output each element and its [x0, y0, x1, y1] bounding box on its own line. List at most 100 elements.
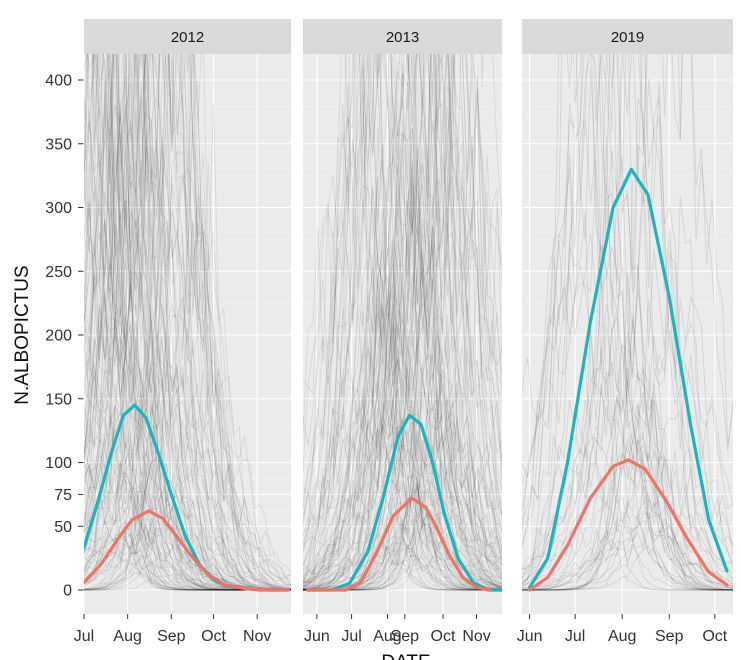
- x-tick-label: Oct: [702, 628, 727, 645]
- trajectory-line: [522, 54, 733, 591]
- trajectory-line: [303, 54, 502, 591]
- salmon-curve: [528, 458, 729, 592]
- x-tick-label: Jun: [517, 628, 543, 645]
- trajectory-line: [522, 449, 733, 591]
- trajectory-line: [84, 151, 291, 577]
- trajectory-line: [522, 409, 733, 591]
- trajectory-line: [84, 493, 291, 589]
- x-tick-label: Oct: [201, 628, 226, 645]
- trajectory-line: [84, 54, 291, 586]
- trajectory-line: [522, 191, 733, 585]
- panel-strip-label: 2012: [171, 29, 204, 46]
- trajectory-line: [84, 54, 291, 591]
- trajectory-line: [84, 302, 291, 591]
- trajectory-line: [522, 298, 733, 591]
- trajectory-line: [522, 457, 733, 591]
- trajectory-line: [303, 72, 502, 585]
- trajectory-line: [303, 54, 502, 587]
- trajectory-line: [303, 181, 502, 591]
- panel-background: [303, 54, 502, 614]
- x-tick-label: Oct: [431, 628, 456, 645]
- trajectory-line: [303, 54, 502, 591]
- trajectory-line: [522, 81, 733, 590]
- trajectory-line: [303, 544, 502, 591]
- y-tick-label: 150: [45, 391, 72, 408]
- trajectory-line: [303, 399, 502, 591]
- trajectory-line: [303, 146, 502, 590]
- panel-background: [84, 54, 291, 614]
- teal-curve: [306, 413, 502, 592]
- trajectory-line: [522, 519, 733, 591]
- y-tick-label: 400: [45, 73, 72, 90]
- trajectory-line: [303, 185, 502, 591]
- teal-curve: [528, 167, 729, 590]
- trajectory-line: [84, 420, 291, 581]
- trajectory-line: [84, 54, 291, 577]
- trajectory-line: [84, 470, 291, 590]
- trajectory-line: [84, 103, 291, 591]
- trajectory-line: [303, 54, 502, 587]
- x-tick-label: Nov: [462, 628, 490, 645]
- y-tick-label: 100: [45, 455, 72, 472]
- trajectory-line: [303, 408, 502, 587]
- trajectory-line: [303, 176, 502, 591]
- trajectory-line: [303, 507, 502, 591]
- trajectory-line: [522, 55, 733, 589]
- trajectory-line: [303, 429, 502, 591]
- x-tick-label: Jul: [565, 628, 585, 645]
- trajectory-line: [84, 54, 291, 589]
- trajectory-line: [84, 110, 291, 589]
- trajectory-line: [84, 54, 291, 590]
- trajectory-line: [84, 331, 291, 590]
- trajectory-line: [303, 106, 502, 591]
- trajectory-line: [84, 54, 291, 591]
- trajectory-line: [303, 54, 502, 591]
- trajectory-line: [522, 96, 733, 591]
- trajectory-line: [522, 303, 733, 580]
- trajectory-line: [84, 272, 291, 590]
- trajectory-line: [303, 541, 502, 591]
- trajectory-line: [303, 54, 502, 585]
- trajectory-line: [303, 341, 502, 582]
- salmon-curve: [306, 496, 492, 592]
- trajectory-line: [303, 246, 502, 567]
- trajectory-line: [522, 438, 733, 590]
- panel-background: [522, 54, 733, 614]
- trajectory-line: [303, 54, 502, 582]
- trajectory-line: [303, 387, 502, 589]
- trajectory-line: [303, 367, 502, 578]
- y-tick-label: 200: [45, 328, 72, 345]
- trajectory-line: [84, 275, 291, 590]
- trajectory-line: [522, 54, 733, 591]
- trajectory-line: [303, 485, 502, 589]
- trajectory-line: [522, 512, 733, 589]
- trajectory-line: [84, 97, 291, 590]
- trajectory-line: [303, 215, 502, 591]
- trajectory-line: [84, 402, 291, 591]
- trajectory-line: [84, 54, 291, 591]
- trajectory-line: [303, 353, 502, 590]
- panel-strip-label: 2013: [386, 29, 419, 46]
- trajectory-line: [522, 54, 733, 591]
- trajectory-line: [84, 419, 291, 579]
- trajectory-line: [84, 54, 291, 591]
- trajectory-line: [303, 54, 502, 590]
- trajectory-line: [303, 541, 502, 591]
- trajectory-line: [303, 92, 502, 591]
- trajectory-line: [84, 54, 291, 591]
- trajectory-line: [303, 54, 502, 570]
- trajectory-line: [303, 161, 502, 590]
- trajectory-line: [303, 54, 502, 591]
- trajectory-line: [303, 307, 502, 588]
- x-tick-label: Jun: [304, 628, 330, 645]
- trajectory-line: [303, 54, 502, 577]
- trajectory-line: [84, 298, 291, 589]
- trajectory-line: [303, 117, 502, 589]
- trajectory-line: [522, 54, 733, 591]
- trajectory-line: [84, 54, 291, 590]
- panel-2019: 2019 Jun Jul Aug Sep Oct: [517, 19, 733, 645]
- panel-strip-label: 2019: [611, 29, 644, 46]
- trajectory-line: [303, 54, 502, 552]
- trajectory-line: [84, 220, 291, 591]
